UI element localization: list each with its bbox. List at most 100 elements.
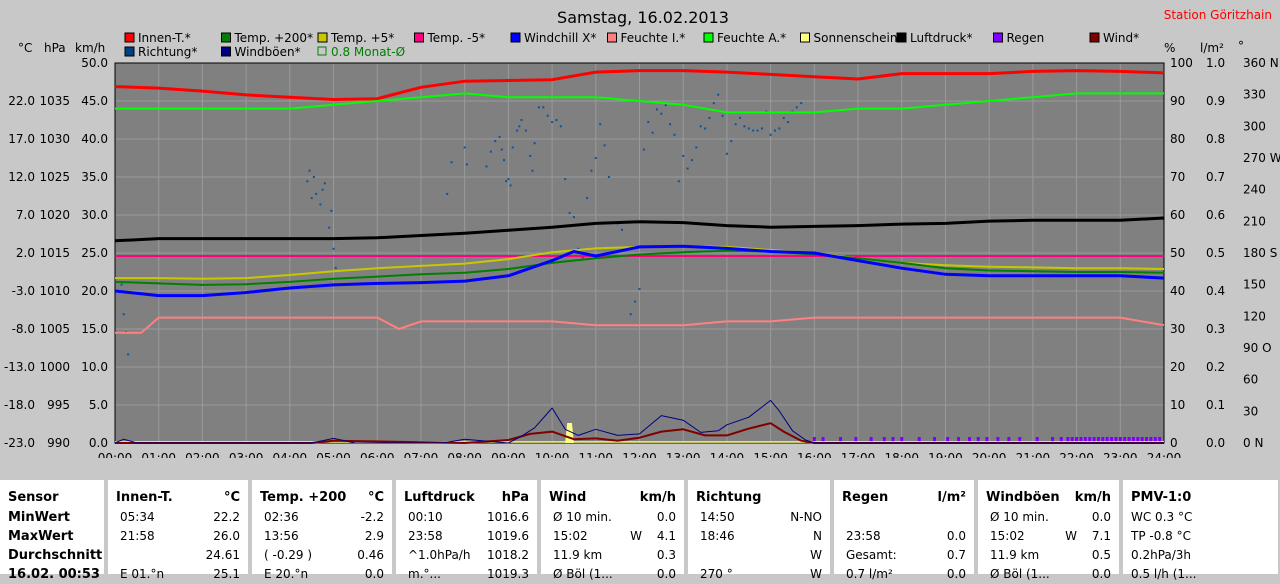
rain-mark	[996, 437, 1000, 443]
rain-tick-label: 0.3	[1206, 322, 1225, 336]
legend-swatch	[1089, 32, 1100, 43]
legend-label: Temp. +200*	[234, 31, 314, 45]
rain-tick-label: 0.2	[1206, 360, 1225, 374]
x-tick-label: 02:00	[185, 451, 220, 458]
stats-header-unit: l/m²	[937, 490, 966, 505]
unit-kmh: km/h	[75, 41, 105, 55]
rain-mark	[1145, 437, 1149, 443]
direction-point	[559, 125, 562, 128]
stats-column: Temp. +200 °C 02:36 -2.2 13:56 2.9 ( -0.29 ) 0.…	[252, 480, 394, 581]
stats-header-label: Innen-T.	[116, 490, 173, 505]
stats-cell-extra: W	[630, 529, 642, 543]
rain-mark	[1018, 437, 1022, 443]
direction-point	[503, 159, 506, 162]
direction-point	[520, 119, 523, 121]
stats-row: 13:56 2.9	[252, 527, 392, 546]
stats-cell-value: 2.9	[364, 529, 384, 543]
direction-point	[518, 125, 521, 128]
unit-lm2: l/m²	[1200, 41, 1224, 55]
rain-mark	[1035, 437, 1039, 443]
kmh-tick-label: 0.0	[89, 436, 108, 450]
stats-cell-value: 0.7	[946, 548, 966, 562]
stats-header: Wind km/h	[541, 488, 684, 507]
direction-point	[323, 182, 326, 185]
direction-point	[782, 116, 785, 119]
direction-point	[642, 148, 645, 151]
stats-cell-label: 11.9 km	[990, 548, 1040, 562]
grid	[114, 62, 1165, 444]
direction-point	[621, 228, 624, 231]
x-tick-label: 08:00	[447, 451, 482, 458]
rain-mark	[869, 437, 873, 443]
legend-label: Windchill X*	[524, 31, 596, 45]
stats-cell-label: MinWert	[8, 510, 70, 525]
direction-point	[306, 180, 309, 183]
direction-point	[494, 140, 497, 143]
stats-cell-label: 05:34	[120, 510, 155, 524]
series-line	[115, 316, 1165, 334]
stats-cell-label: TP -0.8 °C	[1131, 529, 1191, 543]
axis-ticks: 00:00 01:00 02:00 03:00 04:00 05:00 06:00 07:00…	[4, 56, 1280, 458]
direction-point	[500, 148, 503, 151]
x-tick-label: 03:00	[229, 451, 264, 458]
stats-header-label: Temp. +200	[260, 490, 347, 505]
temp-tick-label: 7.0	[16, 208, 35, 222]
direction-tick-label: 210	[1243, 214, 1266, 228]
stats-cell-label: 270 °	[700, 567, 733, 581]
legend-label: Sonnenschein*	[814, 31, 904, 45]
rain-mark	[957, 437, 961, 443]
rain-mark	[1118, 437, 1122, 443]
stats-row: E 20.°n 0.0	[252, 565, 392, 584]
hpa-tick-label: 995	[47, 398, 70, 412]
stats-row: ( -0.29 ) 0.46	[252, 546, 392, 565]
temp-tick-label: 2.0	[16, 246, 35, 260]
weather-chart: Samstag, 16.02.2013 Station Göritzhain I…	[3, 8, 1280, 458]
stats-row: ^1.0hPa/h 1018.2	[396, 546, 537, 565]
direction-point	[465, 163, 468, 166]
rain-mark	[1127, 437, 1131, 443]
x-tick-label: 05:00	[316, 451, 351, 458]
direction-point	[315, 192, 318, 195]
stats-column: Sensor MinWert MaxWert Durchschnitt 16.02. 0…	[0, 480, 106, 582]
rain-tick-label: 0.6	[1206, 208, 1225, 222]
stats-row: 00:10 1016.6	[396, 508, 537, 527]
hpa-tick-label: 1030	[39, 132, 70, 146]
stats-cell-label: Ø Böl (1...	[553, 567, 613, 581]
rain-mark	[1101, 437, 1105, 443]
legend-swatch	[221, 46, 231, 57]
stats-row	[834, 508, 974, 527]
direction-tick-label: 180 S	[1243, 246, 1277, 260]
direction-point	[524, 129, 527, 132]
stats-row: Ø Böl (1... 0.0	[541, 565, 684, 584]
plot-frame	[114, 62, 1165, 444]
stats-header: Richtung	[688, 488, 830, 507]
direction-point	[330, 209, 333, 212]
direction-point	[531, 169, 534, 172]
x-tick-label: 24:00	[1147, 451, 1182, 458]
direction-point	[660, 112, 663, 115]
pct-tick-label: 90	[1170, 94, 1185, 108]
kmh-tick-label: 15.0	[81, 322, 108, 336]
stats-cell-label: WC 0.3 °C	[1131, 510, 1193, 524]
stats-header: Windböen km/h	[978, 488, 1119, 507]
direction-point	[546, 114, 549, 117]
rain-mark	[967, 437, 971, 443]
rain-mark	[1136, 437, 1140, 443]
legend-label: Luftdruck*	[910, 31, 973, 45]
direction-point	[695, 146, 698, 149]
stats-cell-label: 15:02	[990, 529, 1025, 543]
stats-row: 24.61	[108, 546, 248, 565]
stats-cell-label: ^1.0hPa/h	[408, 548, 471, 562]
stats-row: Durchschnitt	[0, 546, 104, 565]
pct-tick-label: 0	[1170, 436, 1178, 450]
stats-cell-label: 00:10	[408, 510, 443, 524]
legend-label: Temp. +5*	[330, 31, 394, 45]
direction-point	[533, 142, 536, 145]
stats-row: Gesamt: 0.7	[834, 546, 974, 565]
direction-point	[690, 159, 693, 162]
legend-swatch	[124, 46, 135, 57]
stats-header-label: Regen	[842, 490, 889, 505]
stats-header-unit: km/h	[639, 490, 676, 505]
stats-row: WC 0.3 °C	[1123, 508, 1278, 527]
stats-row: Ø Böl (1... 0.0	[978, 565, 1119, 584]
